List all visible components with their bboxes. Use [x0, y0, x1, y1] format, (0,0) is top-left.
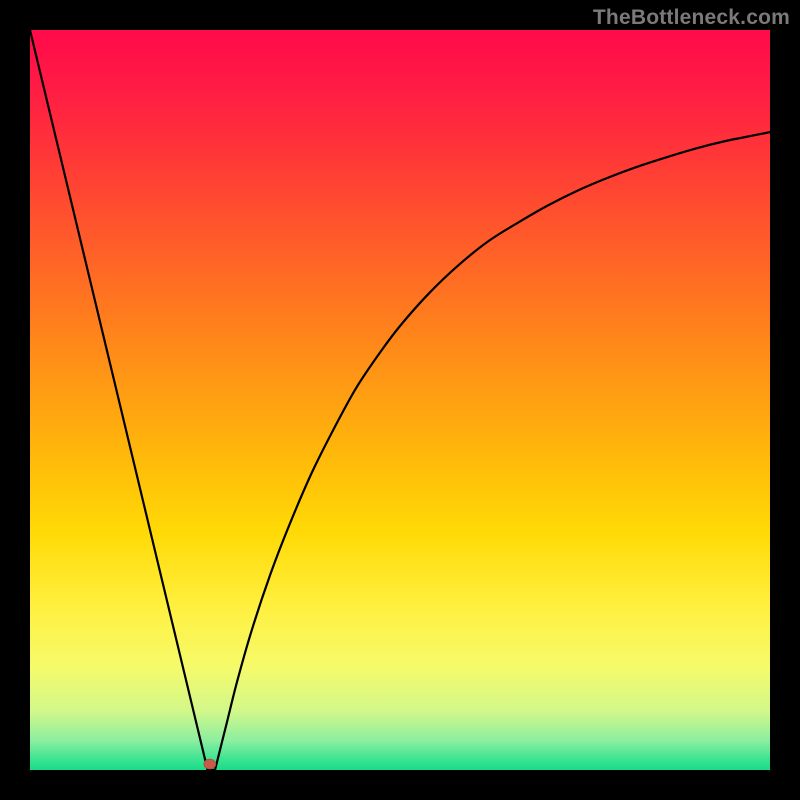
watermark-text: TheBottleneck.com: [593, 6, 790, 30]
gradient-background: [30, 30, 770, 770]
chart-container: TheBottleneck.com: [0, 0, 800, 800]
bottleneck-chart-svg: [30, 30, 770, 770]
plot-area: [30, 30, 770, 770]
optimal-point-marker: [204, 759, 216, 769]
